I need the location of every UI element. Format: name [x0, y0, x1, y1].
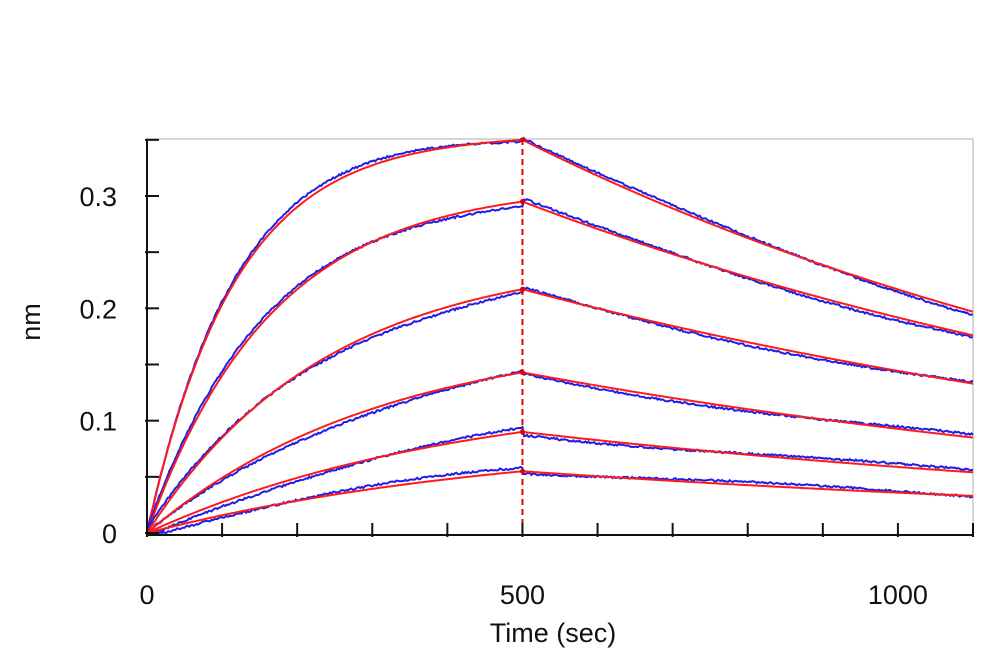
y-tick-label: 0 — [102, 519, 117, 549]
curves-layer — [146, 136, 974, 535]
y-tick-label: 0.3 — [79, 182, 117, 212]
y-tick-label: 0.2 — [79, 294, 117, 324]
x-tick-label: 1000 — [868, 580, 928, 610]
fit-curve — [146, 371, 974, 534]
measured-curve — [146, 198, 974, 530]
fit-curve — [146, 288, 974, 534]
measured-curve — [147, 425, 974, 534]
x-tick-label: 500 — [500, 580, 545, 610]
measured-curve — [147, 465, 974, 535]
y-axis-title: nm — [16, 303, 46, 341]
fit-curve — [146, 200, 974, 534]
fit-curve — [146, 430, 974, 534]
fit-curve — [146, 470, 973, 534]
fit-curve — [146, 138, 974, 534]
axes-layer: 0 0.1 0.2 0.3 0 500 1000 — [79, 138, 974, 610]
x-tick-label: 0 — [139, 580, 154, 610]
measured-curve — [146, 286, 974, 529]
x-axis-title: Time (sec) — [490, 618, 617, 648]
y-tick-label: 0.1 — [79, 407, 117, 437]
